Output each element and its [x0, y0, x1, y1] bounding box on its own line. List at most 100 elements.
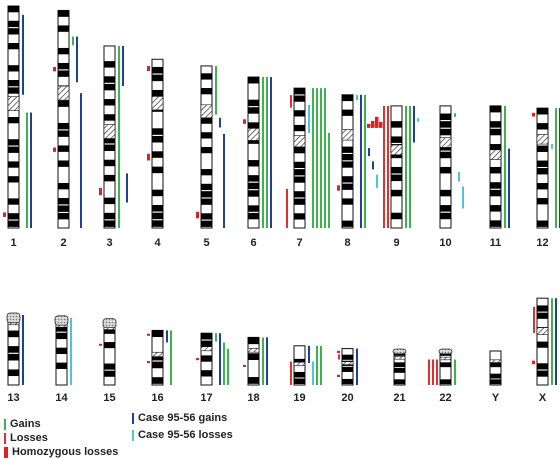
chromosome-4-band: [152, 74, 163, 82]
event-case-loss-bar: [308, 104, 310, 133]
event-case-loss-bar: [70, 317, 72, 385]
chromosome-13-satellite: [6, 312, 21, 324]
chromosome-14-label: 14: [55, 392, 68, 404]
event-case-gain-bar: [270, 77, 272, 228]
chromosome-9-band: [391, 166, 402, 174]
chromosome-13-band: [8, 353, 19, 361]
event-case-gain-bar: [30, 112, 32, 228]
chromosome-2-band: [58, 100, 69, 107]
event-loss-bar: [290, 361, 292, 385]
chromosome-3-band: [104, 114, 115, 121]
homozygous-cluster-bar: [371, 120, 375, 128]
legend-losses: Losses: [4, 432, 48, 444]
chromosome-3-label: 3: [106, 237, 112, 249]
chromosome-13-band: [8, 369, 19, 377]
event-gain-bar: [454, 113, 456, 117]
chromosome-x-centromere: [536, 327, 549, 335]
chromosome-8-label: 8: [344, 237, 350, 249]
event-homozygous-bar: [147, 360, 150, 364]
chromosome-1-band: [8, 117, 19, 124]
chromosome-2-band: [58, 62, 69, 70]
chromosome-1: 1: [3, 5, 32, 249]
chromosome-7-band: [294, 88, 305, 95]
chromosome-17: 17: [196, 332, 229, 404]
event-homozygous-bar: [337, 350, 340, 353]
event-case-loss-bar: [551, 144, 553, 149]
chromosome-12-label: 12: [536, 237, 548, 249]
chromosome-8-band: [342, 109, 353, 116]
chromosome-19-label: 19: [293, 392, 305, 404]
chromosome-2: 2: [53, 9, 82, 249]
chromosome-6-band: [248, 205, 259, 212]
event-case-gain-bar: [413, 105, 415, 143]
chromosome-17-band: [201, 340, 212, 347]
chromosome-11-band: [490, 182, 501, 189]
chromosome-1-band: [8, 43, 19, 50]
chromosome-18-band: [248, 337, 259, 345]
chromosome-4-band: [152, 212, 163, 220]
chromosome-8-band: [342, 146, 353, 153]
homozygous-swatch: [4, 446, 8, 458]
chromosome-7-band: [294, 198, 305, 205]
chromosome-2-band: [58, 160, 69, 167]
chromosome-8-band: [342, 220, 353, 227]
chromosome-12-band: [537, 160, 548, 167]
chromosome-8-band: [342, 183, 353, 190]
event-loss-bar: [338, 354, 340, 360]
chromosome-10-band: [440, 212, 451, 220]
chromosome-5-band: [201, 117, 212, 124]
event-case-loss-bar: [312, 361, 314, 385]
chromosome-1-band: [8, 161, 19, 168]
chromosome-3-band: [104, 99, 115, 106]
event-homozygous-bar: [243, 119, 246, 124]
event-homozygous-bar: [243, 365, 246, 368]
chromosome-14-band: [56, 325, 67, 332]
event-gain-bar: [262, 337, 264, 385]
chromosome-x: X: [532, 297, 557, 404]
chromosome-10-band: [440, 189, 451, 197]
chromosome-8-centromere: [341, 129, 354, 141]
legend-homozygous-label: Homozygous losses: [12, 446, 119, 458]
chromosome-2-band: [58, 130, 69, 137]
event-gain-bar: [555, 108, 557, 228]
chromosome-6-band: [248, 77, 259, 84]
chromosome-15-band: [104, 363, 115, 370]
chromosome-4-band: [152, 204, 163, 212]
event-gain-bar: [320, 345, 322, 385]
event-gain-bar: [364, 94, 366, 228]
chromosome-15-label: 15: [103, 392, 115, 404]
event-gain-bar: [72, 36, 74, 46]
event-case-gain-bar: [508, 148, 510, 228]
chromosome-12-band: [537, 220, 548, 227]
event-case-gain-bar: [126, 173, 128, 203]
legend-case-losses-label: Case 95-56 losses: [138, 429, 233, 441]
chromosome-5-band: [201, 73, 212, 80]
chromosome-17-band: [201, 333, 212, 340]
chromosome-21-label: 21: [393, 392, 405, 404]
gain-swatch: [4, 418, 6, 430]
chromosome-14-band: [56, 362, 67, 369]
chromosome-3-band: [104, 144, 115, 152]
chromosome-6-band: [248, 212, 259, 220]
chromosome-16-label: 16: [151, 392, 163, 404]
chromosome-10-band: [440, 128, 451, 136]
chromosome-13: 13: [6, 312, 24, 404]
chromosome-19-centromere: [293, 361, 306, 366]
chromosome-3-band: [104, 220, 115, 227]
chromosome-5-band: [201, 198, 212, 205]
chromosome-20-band: [342, 378, 353, 385]
chromosome-x-label: X: [539, 392, 547, 404]
chromosome-21-band: [394, 362, 405, 368]
chromosome-1-band: [8, 198, 19, 205]
chromosome-x-band: [537, 341, 548, 348]
chromosome-8-band: [342, 176, 353, 183]
legend-case-gains-label: Case 95-56 gains: [138, 412, 228, 424]
chromosome-17-label: 17: [200, 392, 212, 404]
event-loss-bar: [432, 359, 434, 385]
chromosome-12-band: [537, 183, 548, 190]
chromosome-1-band: [8, 65, 19, 72]
chromosome-7-band: [294, 161, 305, 169]
chromosome-7-band: [294, 124, 305, 132]
chromosome-21: 21: [392, 348, 407, 404]
chromosome-5-band: [201, 88, 212, 95]
